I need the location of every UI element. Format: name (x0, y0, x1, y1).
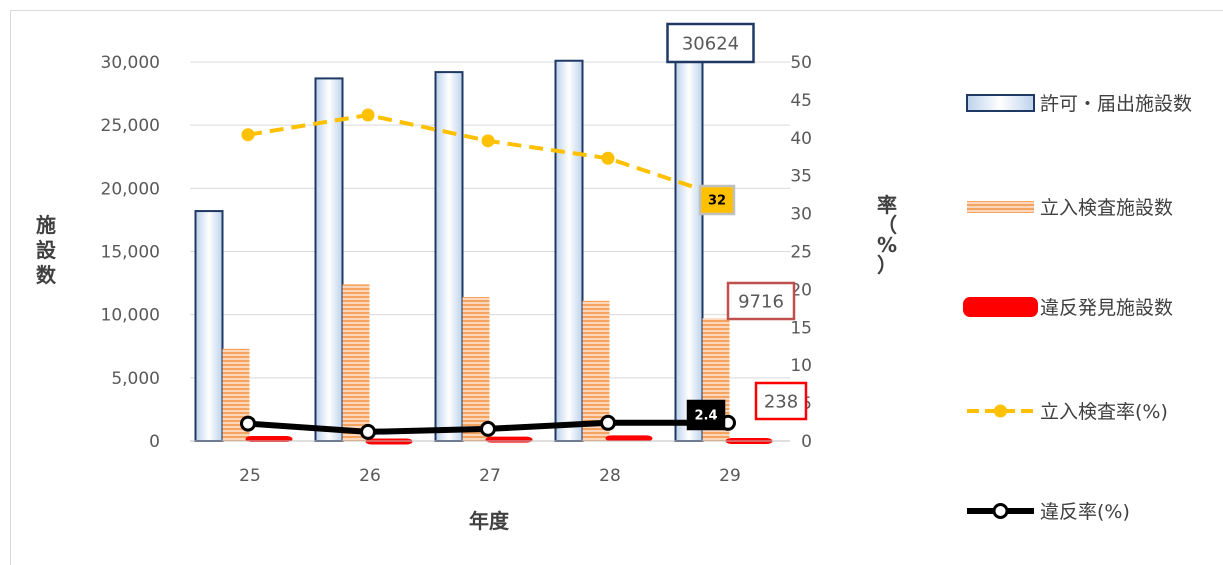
callout-violation-rate-box (686, 399, 726, 431)
y2-tick-label: 50 (790, 53, 812, 73)
y-tick-label: 30,000 (101, 53, 160, 73)
point-立入検査率(%) (241, 128, 255, 142)
y2-axis-title: 率（%） (877, 193, 897, 277)
axes: 05,00010,00015,00020,00025,00030,0000510… (101, 53, 812, 486)
y2-tick-label: 10 (790, 356, 812, 376)
bar-違反発見施設数 (485, 436, 533, 443)
legend-label: 立入検査施設数 (1040, 197, 1173, 219)
x-tick-label: 26 (359, 466, 381, 486)
bar-立入検査施設数 (342, 284, 370, 441)
legend-label: 立入検査率(%) (1040, 401, 1168, 423)
bar-許可・届出施設数 (314, 77, 344, 442)
y2-tick-label: 0 (801, 432, 812, 452)
y2-tick-label: 20 (790, 280, 812, 300)
legend-item: 違反発見施設数 (963, 297, 1173, 319)
y2-tick-label: 15 (790, 318, 812, 338)
point-違反率(%) (600, 414, 616, 431)
x-tick-label: 28 (599, 466, 621, 486)
legend-item: 立入検査率(%) (967, 401, 1168, 423)
x-tick-label: 25 (239, 466, 261, 486)
y2-tick-label: 40 (790, 129, 812, 149)
bar-許可・届出施設数 (194, 210, 224, 442)
point-立入検査率(%) (481, 134, 495, 148)
legend-label: 違反発見施設数 (1040, 297, 1173, 319)
legend-item: 違反率(%) (967, 501, 1130, 523)
point-違反率(%) (240, 415, 256, 432)
y-tick-label: 10,000 (101, 306, 160, 326)
callout-inspect-rate: 32 (698, 184, 736, 216)
y2-tick-label: 35 (790, 167, 812, 187)
point-立入検査率(%) (601, 151, 615, 165)
legend-marker (994, 404, 1007, 418)
bar-違反発見施設数 (245, 435, 293, 442)
point-違反率(%) (480, 420, 496, 437)
bar-許可・届出施設数 (554, 59, 584, 443)
callout-violation-text: 238 (764, 391, 798, 412)
legend-swatch (967, 201, 1034, 213)
x-tick-label: 29 (719, 466, 741, 486)
callout-inspect-text: 9716 (738, 291, 784, 312)
x-tick-label: 27 (479, 466, 501, 486)
point-違反率(%) (360, 423, 376, 440)
legend-swatch (966, 94, 1035, 112)
callout-permit-box (666, 22, 755, 64)
x-axis-title: 年度 (469, 509, 510, 533)
callout-inspect: 9716 (726, 281, 796, 321)
callout-inspect-rate-text: 32 (708, 194, 726, 209)
bar-許可・届出施設数 (674, 53, 704, 443)
legend-label: 許可・届出施設数 (1040, 93, 1192, 115)
callout-inspect-box (726, 281, 796, 321)
legend-item: 許可・届出施設数 (966, 93, 1192, 115)
y-tick-label: 25,000 (101, 116, 160, 136)
bar-許可・届出施設数 (434, 71, 464, 443)
bars (194, 53, 773, 445)
y-tick-label: 0 (149, 432, 160, 452)
callouts: 30624 9716 238 32 2.4 (666, 22, 808, 431)
callout-violation-rate: 2.4 (686, 399, 726, 431)
callout-permit: 30624 (666, 22, 755, 64)
bar-違反発見施設数 (605, 435, 653, 442)
callout-inspect-rate-box (698, 184, 736, 216)
callout-violation-box (754, 381, 808, 421)
y2-tick-label: 30 (790, 205, 812, 225)
bar-立入検査施設数 (462, 296, 490, 441)
y-tick-label: 20,000 (101, 179, 160, 199)
y-tick-label: 15,000 (101, 243, 160, 263)
chart-frame (10, 10, 1223, 565)
callout-violation-rate-text: 2.4 (694, 409, 717, 424)
legend-marker (992, 503, 1009, 519)
legend-swatch (963, 297, 1038, 317)
y-tick-label: 5,000 (111, 369, 160, 389)
callout-permit-text: 30624 (682, 33, 739, 54)
legend-label: 違反率(%) (1040, 501, 1130, 523)
point-立入検査率(%) (361, 108, 375, 122)
y-axis-title: 施設数 (36, 213, 57, 287)
legend-item: 立入検査施設数 (967, 197, 1173, 219)
callout-violation: 238 (754, 381, 808, 421)
y2-tick-label: 25 (790, 243, 812, 263)
y2-tick-label: 45 (790, 91, 812, 111)
